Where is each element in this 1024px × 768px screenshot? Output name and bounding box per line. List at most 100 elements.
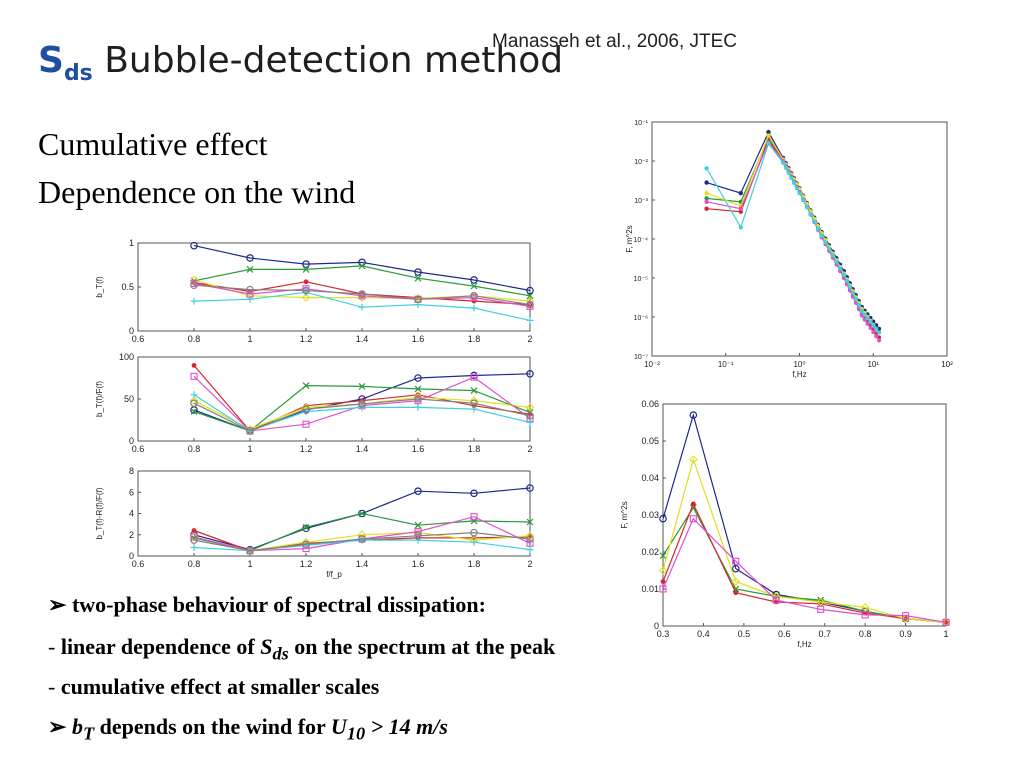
data-point [797,186,802,191]
data-point [797,190,802,195]
data-point [526,286,534,295]
data-point [859,311,864,316]
data-point [819,230,824,235]
y-tick-label: 0.04 [641,473,659,483]
data-point [856,302,861,307]
data-point [738,199,744,204]
data-point [901,614,910,623]
data-point [246,290,254,298]
data-point [526,411,534,420]
data-point [834,258,839,263]
data-point [246,547,254,555]
series-line [706,130,880,330]
data-point [830,254,835,259]
y-tick-label: 10⁻⁷ [634,354,648,361]
data-point [771,592,781,601]
data-point [190,241,198,250]
series-line [193,398,531,432]
data-point [838,269,843,274]
bullet-dash: - [48,634,61,659]
data-point [302,541,310,549]
data-point [838,267,843,272]
data-point [245,546,255,555]
data-point [819,232,824,237]
data-point [738,225,744,230]
bullet-text: two-phase behaviour of spectral dissipat… [71,592,486,617]
data-point [877,326,882,331]
data-point [526,414,534,422]
x-tick-label: 1.2 [300,444,313,454]
data-point [853,296,858,301]
x-tick-label: 1.4 [356,444,369,454]
data-point [302,285,310,293]
data-point [471,535,477,541]
data-point [827,246,832,251]
data-point [789,175,794,180]
data-point [358,258,366,267]
data-point [190,406,198,414]
data-point [901,614,910,623]
data-point [190,372,198,380]
u10-subscript: 10 [346,723,366,744]
data-point [302,420,310,428]
data-point [819,233,824,238]
data-point [808,208,813,213]
data-point [527,534,533,540]
data-point [859,305,864,310]
data-point [942,618,950,626]
series-line [193,282,531,307]
x-tick-label: 1 [247,334,252,344]
data-point [302,524,310,533]
data-point [844,275,849,280]
data-point [781,157,786,162]
data-point [525,403,535,412]
data-point [358,290,366,298]
y-tick-label: 0.02 [641,547,659,557]
data-point [812,218,817,223]
data-point [470,373,478,381]
x-tick-label: 0.6 [132,559,145,569]
data-point [246,265,254,273]
data-point [827,243,832,248]
data-point [471,403,477,409]
data-point [470,304,478,312]
data-point [789,171,794,176]
data-point [838,264,843,269]
data-point [358,395,366,403]
data-point [903,616,908,621]
x-tick-label: 1 [943,629,948,639]
data-point [794,184,799,189]
data-point [414,385,422,393]
x-tick-label: 0.8 [188,334,201,344]
data-point [245,424,255,434]
data-point [868,323,873,328]
data-point [658,566,668,575]
data-point [470,282,478,290]
data-point [844,280,849,285]
series-line [193,487,531,551]
data-point [704,196,709,201]
x-tick-label: 0.7 [818,629,831,639]
x-tick-label: 0.8 [859,629,872,639]
data-point [358,292,366,300]
data-point [871,323,876,328]
data-point [470,399,478,408]
data-point [789,174,794,179]
data-point [358,262,366,270]
data-point [868,325,873,330]
y-axis-label: b_T(f)/F(f) [95,381,104,417]
data-point [414,295,422,303]
data-point [841,276,846,280]
data-point [766,129,771,135]
data-point [850,293,855,298]
data-point [818,601,824,607]
series-line [193,396,531,430]
data-point [766,133,771,138]
data-point [191,528,197,533]
data-point [414,528,422,536]
data-point [844,278,849,283]
data-point [359,398,365,404]
data-point [246,254,254,262]
data-point [853,293,858,298]
data-point [190,534,198,542]
